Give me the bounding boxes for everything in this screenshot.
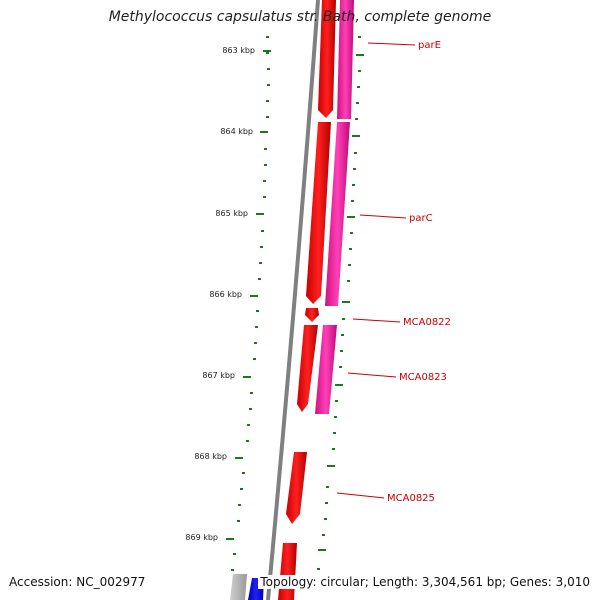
gene-label-MCA0823: MCA0823 — [399, 372, 447, 383]
gene-labels: parE parC MCA0822 MCA0823 MCA0825 — [387, 40, 451, 504]
tick-label-868: 868 kbp — [194, 452, 227, 461]
leader-parE — [367, 42, 416, 46]
gene-next-feature — [278, 543, 297, 600]
gene-label-parC: parC — [409, 213, 433, 224]
gene-MCA0825 — [286, 452, 307, 524]
gene-MCA0823-forward — [297, 325, 318, 412]
gene-parE-forward — [318, 0, 336, 118]
tick-label-863: 863 kbp — [222, 46, 255, 55]
tick-dots — [226, 36, 364, 586]
gene-parC-reverse — [325, 122, 350, 306]
gene-features — [278, 0, 354, 600]
grey-gene-feature — [230, 574, 247, 600]
gene-label-lines — [336, 42, 416, 499]
tick-labels: 863 kbp 864 kbp 865 kbp 866 kbp 867 kbp … — [185, 46, 255, 542]
tick-label-865: 865 kbp — [215, 209, 248, 218]
tick-label-866: 866 kbp — [209, 290, 242, 299]
gene-MCA0822 — [305, 308, 319, 322]
gene-label-MCA0825: MCA0825 — [387, 493, 435, 504]
leader-MCA0825 — [336, 492, 385, 499]
gene-label-parE: parE — [418, 40, 441, 51]
leader-parC — [359, 214, 407, 219]
leader-MCA0823 — [347, 372, 397, 378]
gene-parC-forward — [306, 122, 331, 304]
tick-label-864: 864 kbp — [220, 127, 253, 136]
tick-label-869: 869 kbp — [185, 533, 218, 542]
gene-label-MCA0822: MCA0822 — [403, 317, 451, 328]
genome-backbone — [266, 0, 320, 600]
accession-text: Accession: NC_002977 — [7, 575, 148, 589]
tick-label-867: 867 kbp — [202, 371, 235, 380]
leader-MCA0822 — [352, 318, 401, 323]
topology-text: Topology: circular; Length: 3,304,561 bp… — [258, 575, 592, 589]
map-title: Methylococcus capsulatus str. Bath, comp… — [108, 9, 492, 25]
gene-MCA0823-reverse — [315, 325, 337, 414]
gene-parE-reverse — [337, 0, 354, 119]
